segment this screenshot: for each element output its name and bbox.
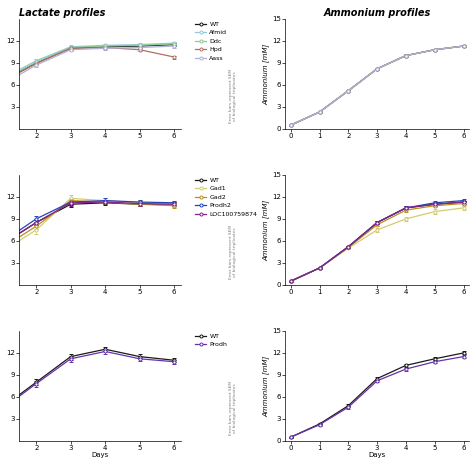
X-axis label: Days: Days	[91, 452, 109, 458]
Y-axis label: Ammonium [mM]: Ammonium [mM]	[263, 356, 269, 417]
Text: Error bars represent SEM
of biological triplicates: Error bars represent SEM of biological t…	[229, 225, 237, 279]
Y-axis label: Ammonium [mM]: Ammonium [mM]	[263, 43, 269, 104]
Legend: WT, Gad1, Gad2, Prodh2, LOC100759874: WT, Gad1, Gad2, Prodh2, LOC100759874	[192, 175, 260, 219]
Text: Error bars represent SEM
of biological triplicates: Error bars represent SEM of biological t…	[229, 69, 237, 123]
Title: Ammonium profiles: Ammonium profiles	[323, 8, 431, 18]
Legend: WT, Afmid, Ddc, Hpd, Aass: WT, Afmid, Ddc, Hpd, Aass	[192, 19, 230, 64]
Legend: WT, Prodh: WT, Prodh	[192, 331, 230, 350]
Y-axis label: Ammonium [mM]: Ammonium [mM]	[263, 199, 269, 261]
Text: Lactate profiles: Lactate profiles	[19, 8, 105, 18]
X-axis label: Days: Days	[368, 452, 386, 458]
Text: Error bars represent SEM
of biological triplicates: Error bars represent SEM of biological t…	[229, 381, 237, 435]
